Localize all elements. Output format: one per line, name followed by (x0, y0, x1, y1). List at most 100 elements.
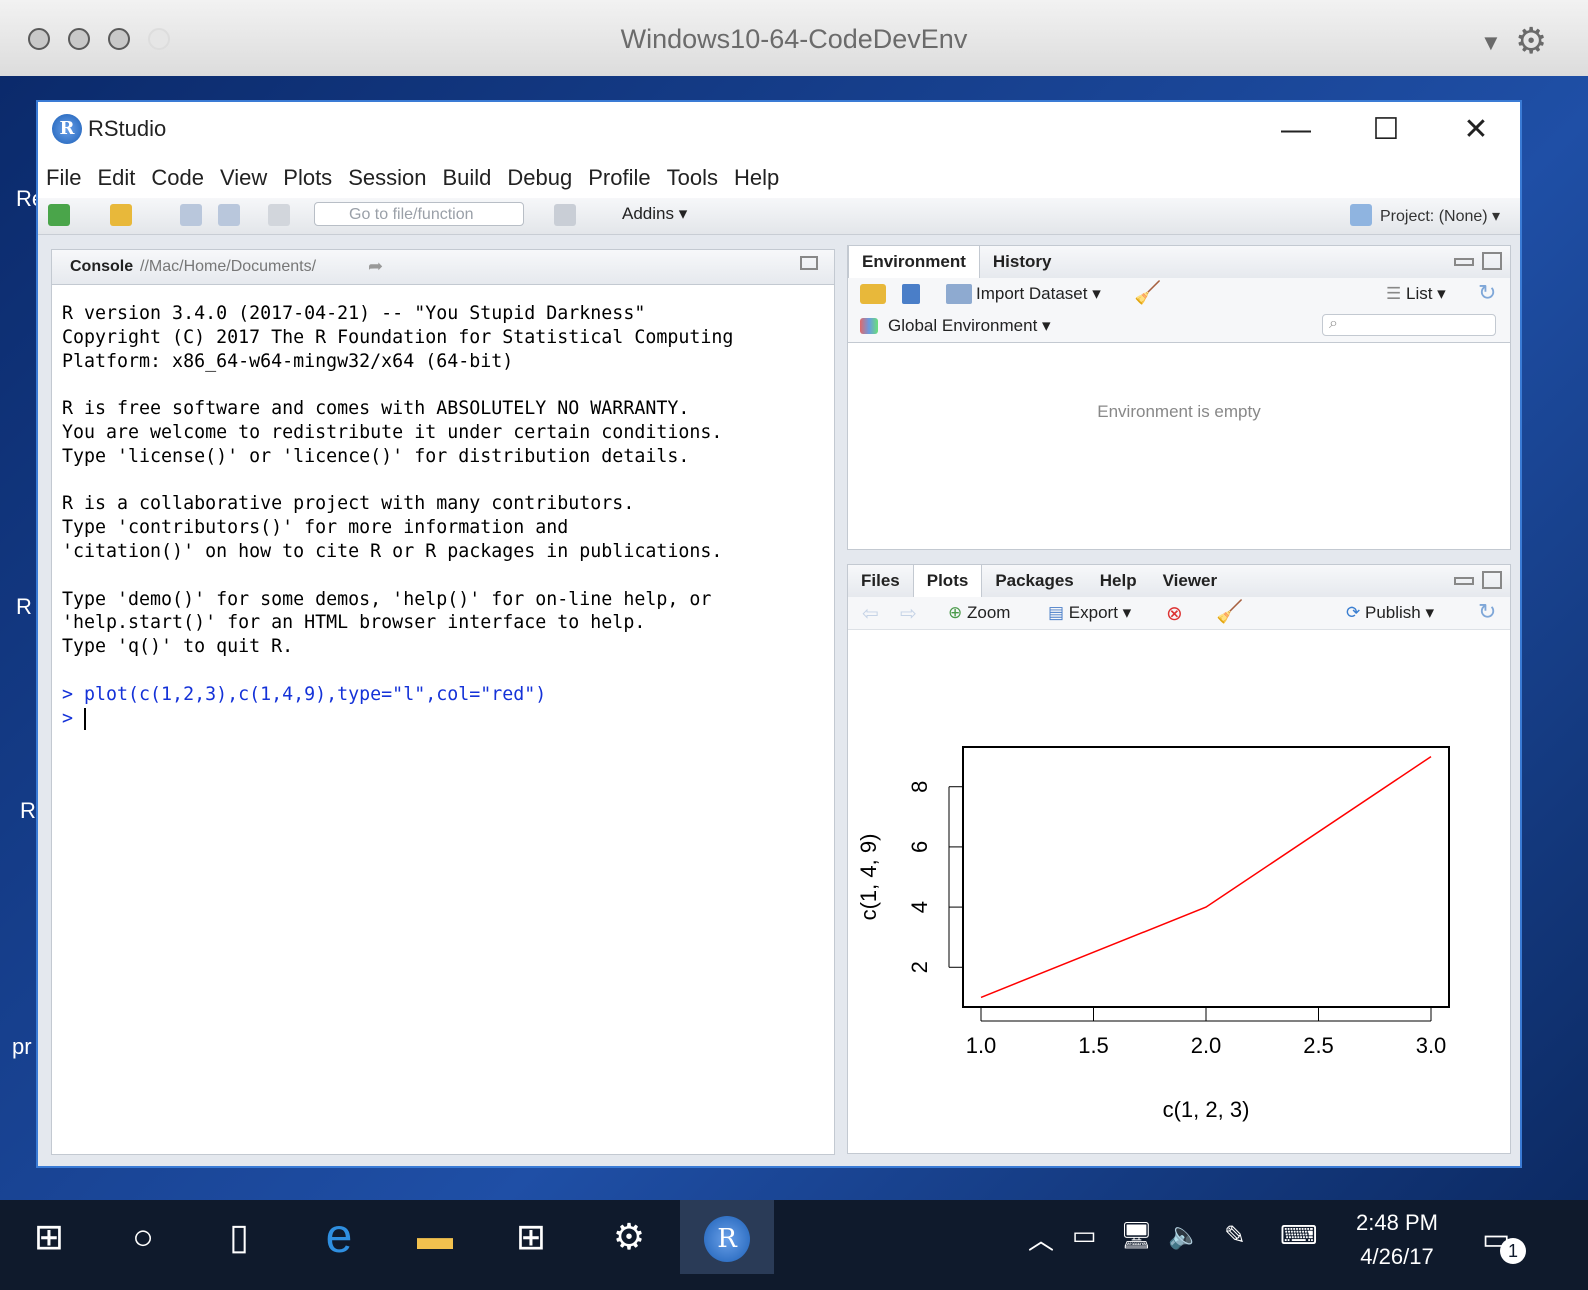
pen-icon[interactable]: ✎ (1224, 1220, 1246, 1250)
clock-date[interactable]: 4/26/17 (1360, 1244, 1434, 1269)
task-view-icon[interactable]: ▯ (229, 1216, 249, 1257)
main-toolbar: Go to file/function Addins ▾ Project: (N… (38, 198, 1520, 235)
publish-button[interactable]: ⟳ Publish ▾ (1346, 603, 1435, 622)
environment-search-input[interactable]: ⌕ (1322, 314, 1496, 336)
console-tab[interactable]: Console (70, 258, 134, 275)
disabled-traffic-button (148, 28, 170, 50)
global-environment-dropdown[interactable]: Global Environment ▾ (888, 316, 1051, 335)
export-button[interactable]: ▤ Export ▾ (1048, 603, 1132, 622)
grid-layout-icon[interactable] (554, 204, 576, 226)
menu-session[interactable]: Session (348, 165, 427, 190)
menu-profile[interactable]: Profile (588, 165, 651, 190)
zoom-button[interactable]: ⊕ Zoom (948, 603, 1010, 623)
gear-icon[interactable]: ⚙ (1515, 20, 1548, 61)
forward-arrow-icon[interactable]: ⇨ (900, 603, 917, 625)
menu-debug[interactable]: Debug (507, 165, 573, 190)
publish-label: Publish (1364, 603, 1421, 622)
keyboard-icon[interactable]: ⌨ (1280, 1220, 1318, 1250)
plot-box (962, 746, 1450, 1008)
series-line (980, 755, 1432, 999)
dropdown-arrow-icon[interactable]: ▼ (1480, 30, 1502, 55)
console-line (62, 564, 733, 588)
environment-pane: Environment History Import Dataset ▾ 🧹 ☰ … (847, 245, 1511, 550)
save-icon[interactable] (180, 204, 202, 226)
maximize-pane-icon[interactable] (1482, 252, 1502, 270)
chevron-up-icon[interactable]: ︿ (1028, 1225, 1055, 1255)
plots-header: Files Plots Packages Help Viewer (848, 565, 1510, 598)
store-icon[interactable]: ⊞ (515, 1216, 547, 1257)
file-explorer-icon[interactable]: ▬ (417, 1216, 453, 1257)
x-axis-label: c(1, 2, 3) (1163, 1097, 1250, 1122)
x-tick-label: 3.0 (1416, 1033, 1447, 1058)
clock-time[interactable]: 2:48 PM (1356, 1210, 1438, 1235)
plots-pane: Files Plots Packages Help Viewer ⇦ ⇨ ⊕ Zoom … (847, 564, 1511, 1154)
console-line: 'help.start()' for an HTML browser inter… (62, 612, 646, 634)
back-arrow-icon[interactable]: ⇦ (862, 603, 879, 625)
windows-start-icon[interactable]: ⊞ (33, 1216, 65, 1257)
environment-icon (860, 318, 878, 334)
taskbar: ⊞ ○ ▯ e ▬ ⊞ ⚙ R ︿ ▭ 🖥 🔈 ✎ ⌨ 2:48 PM 4/26… (0, 1200, 1588, 1290)
save-all-icon[interactable] (218, 204, 240, 226)
minimize-pane-icon[interactable] (1454, 258, 1474, 266)
tab-environment[interactable]: Environment (848, 246, 980, 278)
publish-icon: ⟳ (1346, 603, 1361, 622)
save-workspace-icon[interactable] (902, 284, 920, 304)
broom-icon[interactable]: 🧹 (1216, 599, 1244, 624)
tab-packages[interactable]: Packages (995, 571, 1074, 590)
battery-icon[interactable]: ▭ (1072, 1220, 1097, 1250)
restore-pane-icon[interactable] (800, 256, 818, 270)
console-line: Type 'contributors()' for more informati… (62, 517, 569, 539)
menu-tools[interactable]: Tools (666, 165, 718, 190)
refresh-icon[interactable]: ↻ (1478, 599, 1497, 624)
menu-view[interactable]: View (219, 165, 268, 190)
list-view-button[interactable]: ☰ List ▾ (1386, 284, 1446, 303)
close-button[interactable]: ✕ (1463, 113, 1489, 146)
project-menu[interactable]: Project: (None) ▾ (1380, 208, 1501, 225)
maximize-pane-icon[interactable] (1482, 571, 1502, 589)
close-traffic-button[interactable] (28, 28, 50, 50)
console-output[interactable]: R version 3.4.0 (2017-04-21) -- "You Stu… (62, 302, 733, 730)
environment-header: Environment History (848, 246, 1510, 279)
rstudio-titlebar: R RStudio — ☐ ✕ (38, 102, 1520, 158)
addins-button[interactable]: Addins ▾ (622, 204, 688, 223)
edge-icon[interactable]: e (325, 1210, 353, 1263)
menu-plots[interactable]: Plots (283, 165, 333, 190)
zoom-traffic-button[interactable] (108, 28, 130, 50)
volume-icon[interactable]: 🔈 (1168, 1220, 1201, 1250)
open-folder-icon[interactable] (110, 204, 132, 226)
import-dataset-button[interactable]: Import Dataset ▾ (976, 284, 1101, 303)
console-line (62, 469, 733, 493)
console-line: R is free software and comes with ABSOLU… (62, 398, 690, 420)
plot-canvas: 1.0 1.5 2.0 2.5 3.0 2 4 6 8 c(1, 2, 3) c(1, 4, … (856, 746, 1450, 1122)
minimize-button[interactable]: — (1281, 113, 1311, 146)
network-icon[interactable]: 🖥 (1120, 1220, 1154, 1250)
menu-help[interactable]: Help (733, 165, 780, 190)
project-label: Project: (None) (1380, 208, 1488, 225)
tab-help[interactable]: Help (1099, 571, 1137, 590)
maximize-button[interactable]: ☐ (1372, 113, 1400, 146)
menu-code[interactable]: Code (151, 165, 204, 190)
settings-gear-icon[interactable]: ⚙ (612, 1216, 646, 1257)
load-workspace-icon[interactable] (860, 284, 886, 304)
remove-plot-icon[interactable]: ⊗ (1166, 603, 1183, 625)
new-file-icon[interactable] (48, 204, 70, 226)
broom-icon[interactable]: 🧹 (1134, 280, 1162, 305)
print-icon[interactable] (268, 204, 290, 226)
goto-file-input[interactable]: Go to file/function (314, 202, 524, 226)
refresh-icon[interactable]: ↻ (1478, 280, 1497, 305)
tab-history[interactable]: History (992, 252, 1052, 271)
plots-toolbar: ⇦ ⇨ ⊕ Zoom ▤ Export ▾ ⊗ 🧹 ⟳ Publish ▾ ↻ (848, 597, 1510, 630)
rstudio-taskbar-button[interactable]: R (680, 1200, 774, 1274)
cortana-icon[interactable]: ○ (132, 1216, 154, 1257)
menu-build[interactable]: Build (442, 165, 492, 190)
x-tick-label: 2.0 (1191, 1033, 1222, 1058)
minimize-traffic-button[interactable] (68, 28, 90, 50)
menu-edit[interactable]: Edit (97, 165, 136, 190)
tab-viewer[interactable]: Viewer (1162, 571, 1218, 590)
tab-plots[interactable]: Plots (912, 565, 983, 597)
minimize-pane-icon[interactable] (1454, 577, 1474, 585)
console-text: R version 3.4.0 (2017-04-21) -- "You Stu… (62, 302, 733, 683)
share-arrow-icon[interactable]: ➦ (368, 256, 384, 276)
menu-file[interactable]: File (46, 165, 82, 190)
tab-files[interactable]: Files (861, 571, 900, 590)
